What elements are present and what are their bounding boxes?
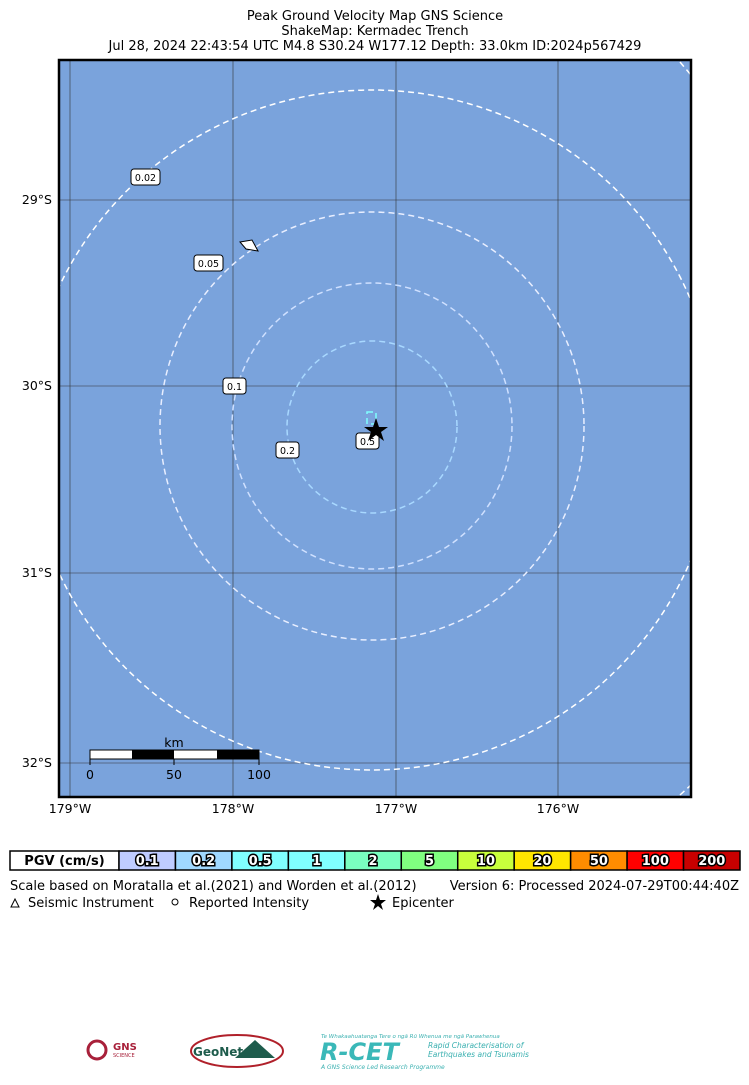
logos: GNS SCIENCE GeoNet Te Whakaahuatanga Ter… — [86, 1034, 529, 1071]
lon-label: 178°W — [212, 801, 254, 816]
lat-label: 29°S — [22, 192, 52, 207]
contours — [59, 61, 691, 796]
map-frame — [57, 58, 693, 799]
map: 0.02 0.05 0.1 0.2 0.5 km 0 50 100 29°S 3… — [22, 58, 693, 816]
scale-tick: 50 — [166, 767, 182, 782]
legend-bin-label: 20 — [533, 854, 551, 869]
logo-text: GeoNet — [193, 1045, 243, 1059]
legend-bin-label: 0.5 — [249, 854, 272, 869]
scale-bar: km 0 50 100 — [86, 735, 271, 782]
lat-label: 32°S — [22, 755, 52, 770]
symbol-label: Seismic Instrument — [28, 896, 154, 911]
logo-text: R-CET — [320, 1038, 400, 1066]
legend-bin-label: 10 — [477, 854, 495, 869]
scale-note: Scale based on Moratalla et al.(2021) an… — [10, 879, 417, 894]
legend-bin-label: 200 — [698, 854, 725, 869]
legend-bin-label: 5 — [425, 854, 434, 869]
legend-bin-label: 0.2 — [192, 854, 215, 869]
legend-label: PGV (cm/s) — [24, 854, 104, 869]
contour-label: 0.02 — [135, 173, 156, 184]
event-info: Jul 28, 2024 22:43:54 UTC M4.8 S30.24 W1… — [108, 39, 642, 54]
lat-labels: 29°S 30°S 31°S 32°S — [22, 192, 52, 770]
legend-bin-label: 100 — [642, 854, 669, 869]
epicenter — [364, 418, 388, 441]
legend: PGV (cm/s) 0.1 0.2 0.5 1 2 5 10 20 50 100 200 — [9, 850, 741, 871]
island — [239, 239, 259, 252]
lon-label: 177°W — [375, 801, 417, 816]
lon-label: 179°W — [49, 801, 91, 816]
lat-label: 30°S — [22, 378, 52, 393]
logo-text: Rapid Characterisation of — [428, 1041, 525, 1050]
lon-label: 176°W — [537, 801, 579, 816]
lat-label: 31°S — [22, 565, 52, 580]
scale-unit: km — [164, 735, 183, 750]
logo-text: GNS — [113, 1042, 137, 1053]
logo-text: SCIENCE — [113, 1053, 135, 1059]
scale-tick: 0 — [86, 767, 94, 782]
legend-bin-label: 0.1 — [136, 854, 159, 869]
contour-label: 0.1 — [227, 382, 242, 393]
legend-bin-label: 2 — [369, 854, 378, 869]
footer: Scale based on Moratalla et al.(2021) an… — [10, 879, 739, 911]
legend-bin-label: 50 — [590, 854, 608, 869]
logo-text: Earthquakes and Tsunamis — [428, 1050, 529, 1059]
subtitle: ShakeMap: Kermadec Trench — [281, 24, 468, 39]
lon-labels: 179°W 178°W 177°W 176°W — [49, 801, 579, 816]
legend-bin-label: 1 — [312, 854, 321, 869]
contour-label: 0.05 — [198, 259, 219, 270]
title: Peak Ground Velocity Map GNS Science — [247, 9, 503, 24]
logo-text: A GNS Science Led Research Programme — [320, 1064, 445, 1071]
legend-swatch — [682, 850, 741, 871]
graticule — [59, 60, 691, 797]
scale-tick: 100 — [247, 767, 271, 782]
version: Version 6: Processed 2024-07-29T00:44:40… — [450, 879, 739, 894]
symbol-label: Reported Intensity — [189, 896, 309, 911]
contour-label: 0.5 — [360, 437, 375, 448]
symbol-label: Epicenter — [392, 896, 455, 911]
logo-text: Te Whakaahuatanga Tere o ngā Rū Whenua m… — [321, 1034, 500, 1040]
header: Peak Ground Velocity Map GNS Science Sha… — [108, 9, 642, 54]
contour-label: 0.2 — [280, 446, 295, 457]
